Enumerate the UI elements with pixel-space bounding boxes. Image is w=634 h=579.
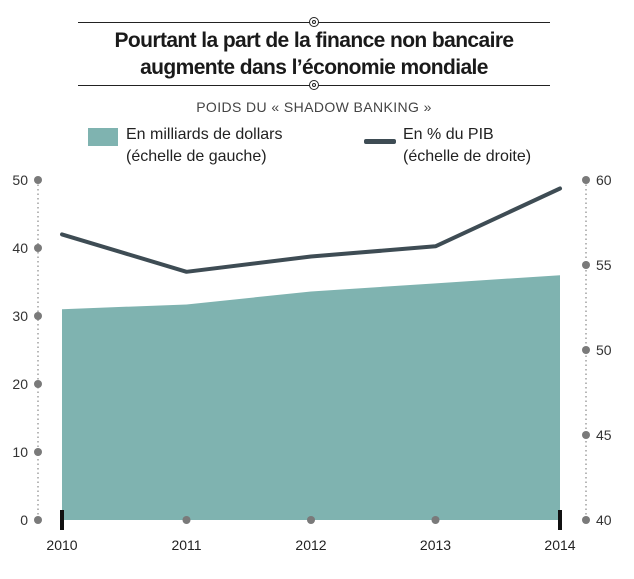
line-series (60, 186, 562, 274)
left-tick-dot (34, 516, 42, 524)
right-tick-dot (582, 431, 590, 439)
legend-line-text: En % du PIB (échelle de droite) (403, 124, 531, 168)
x-tick-label: 2010 (46, 537, 77, 553)
x-tick-dot (182, 516, 191, 524)
left-tick-dot (34, 380, 42, 388)
legend-area-swatch (88, 128, 118, 146)
x-tick-label: 2011 (171, 537, 201, 553)
left-tick-dot (34, 176, 42, 184)
right-tick-dot (582, 346, 590, 354)
x-tick-dot (431, 516, 440, 524)
area-series (62, 275, 560, 520)
right-tick-label: 50 (596, 342, 612, 358)
left-tick-label: 20 (12, 376, 28, 392)
right-tick-dot (582, 261, 590, 269)
chart-subtitle: POIDS DU « SHADOW BANKING » (196, 99, 432, 115)
chart-title: Pourtant la part de la finance non banca… (78, 27, 550, 81)
left-tick-dot (34, 312, 42, 320)
bottom-ornament-icon (309, 80, 319, 90)
left-tick-dot (34, 244, 42, 252)
left-tick-label: 40 (12, 240, 28, 256)
legend-area-text: En milliards de dollars (échelle de gauc… (126, 124, 283, 168)
left-tick-dot (34, 448, 42, 456)
right-tick-label: 40 (596, 512, 612, 528)
right-tick-label: 60 (596, 172, 612, 188)
legend-area-scale: (échelle de gauche) (126, 148, 267, 165)
legend-area-label: En milliards de dollars (126, 126, 283, 143)
legend-line-label: En % du PIB (403, 126, 494, 143)
left-tick-label: 50 (12, 172, 28, 188)
right-tick-dot (582, 176, 590, 184)
x-end-marker (558, 510, 562, 530)
left-tick-label: 30 (12, 308, 28, 324)
x-tick-label: 2014 (544, 537, 575, 553)
x-tick-dot (307, 516, 315, 524)
title-line-1: Pourtant la part de la finance non banca… (114, 29, 515, 52)
legend-line-swatch (364, 139, 396, 144)
top-ornament-icon (309, 17, 319, 27)
right-tick-label: 45 (596, 427, 612, 443)
left-tick-label: 10 (12, 444, 28, 460)
title-line-2: augmente dans l’économie mondiale (140, 56, 488, 79)
x-tick-label: 2013 (420, 537, 451, 553)
x-end-marker (60, 510, 64, 530)
legend-line-scale: (échelle de droite) (403, 148, 532, 165)
right-tick-dot (582, 516, 590, 524)
left-tick-label: 0 (20, 512, 28, 528)
x-tick-label: 2012 (295, 537, 326, 553)
right-tick-label: 55 (596, 257, 612, 273)
